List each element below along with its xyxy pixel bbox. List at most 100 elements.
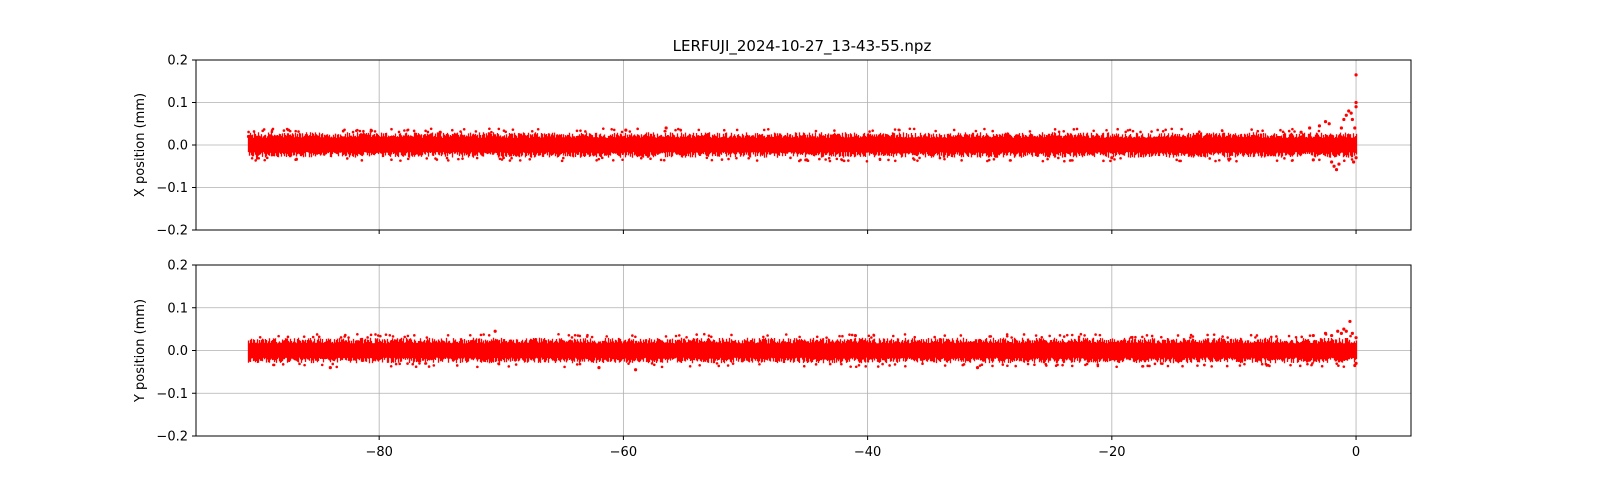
data-point <box>1308 334 1312 337</box>
data-point <box>688 364 692 368</box>
y-tick-label: 0.0 <box>167 344 188 359</box>
data-point <box>366 336 369 339</box>
data-point <box>262 128 266 131</box>
data-point <box>1208 157 1212 160</box>
data-point <box>1150 130 1153 133</box>
data-point <box>1041 159 1045 163</box>
data-point <box>1220 129 1224 132</box>
data-point <box>824 158 827 161</box>
data-point <box>1250 128 1253 131</box>
data-point <box>806 159 810 162</box>
data-point <box>384 333 388 336</box>
data-point <box>584 130 587 133</box>
data-point <box>1141 365 1144 368</box>
data-point <box>828 362 832 366</box>
data-point <box>1275 335 1278 338</box>
data-point <box>576 334 580 337</box>
data-point <box>347 336 350 339</box>
data-point <box>870 336 873 339</box>
data-point <box>1119 156 1122 160</box>
y-axis-label: X position (mm) <box>133 93 148 197</box>
data-point <box>872 333 875 337</box>
data-point <box>1034 334 1038 337</box>
data-point <box>1176 334 1180 337</box>
data-point <box>1339 331 1343 335</box>
data-point <box>612 128 616 132</box>
data-point <box>1354 105 1358 109</box>
data-point <box>331 362 335 366</box>
data-point <box>394 362 398 366</box>
data-point <box>1166 364 1170 368</box>
data-point <box>1006 364 1009 368</box>
data-point <box>1092 129 1095 133</box>
data-point <box>992 157 996 161</box>
data-point <box>418 362 421 365</box>
data-point <box>802 364 806 368</box>
data-point <box>799 158 802 162</box>
x-tick-label: −20 <box>1098 445 1125 460</box>
data-point <box>1275 159 1279 162</box>
data-point <box>849 365 852 368</box>
data-point <box>1115 365 1118 369</box>
subplot-y-position: −0.2 −0.1 0.0 0.1 0.2 −80 −60 −40 −20 0 Y position… <box>133 259 1412 460</box>
data-point <box>1249 333 1253 337</box>
data-point <box>1075 127 1079 131</box>
data-point <box>620 130 624 134</box>
data-point <box>1062 335 1066 338</box>
data-point <box>345 157 349 160</box>
data-point <box>1128 128 1132 132</box>
data-point <box>755 159 759 162</box>
data-point <box>479 333 483 337</box>
data-point <box>295 158 298 161</box>
data-point <box>720 158 724 161</box>
data-point <box>854 365 858 369</box>
data-point <box>1293 130 1296 133</box>
data-point <box>1225 364 1229 368</box>
data-point <box>850 333 854 337</box>
data-point <box>1260 362 1264 366</box>
data-point <box>1131 129 1135 133</box>
data-point <box>1210 365 1213 368</box>
data-point <box>827 156 831 160</box>
data-point <box>493 329 497 333</box>
data-point <box>1279 128 1282 132</box>
data-point <box>1189 336 1192 339</box>
data-point <box>597 366 601 370</box>
data-point <box>455 364 459 367</box>
data-point <box>717 364 721 368</box>
data-point <box>904 364 907 368</box>
data-point <box>1014 364 1018 368</box>
data-point <box>633 368 638 372</box>
data-point <box>974 129 978 133</box>
data-point <box>1212 333 1216 336</box>
data-point <box>1235 159 1238 163</box>
x-tick-label: 0 <box>1352 445 1360 460</box>
data-point <box>1311 333 1315 338</box>
data-point <box>562 156 565 160</box>
data-point <box>414 365 418 369</box>
data-point <box>878 157 882 161</box>
data-point <box>1318 158 1321 162</box>
data-point <box>1299 130 1303 134</box>
data-point <box>446 159 450 162</box>
data-point <box>1306 362 1309 366</box>
data-point <box>362 129 365 133</box>
data-point <box>611 158 615 162</box>
data-point <box>876 365 880 368</box>
data-point <box>315 333 319 336</box>
data-point <box>575 363 579 366</box>
data-point <box>1181 364 1184 368</box>
data-point <box>913 335 917 339</box>
data-point <box>1342 159 1346 163</box>
data-point <box>921 362 924 366</box>
data-point <box>912 127 916 131</box>
data-point <box>840 158 843 161</box>
data-point <box>504 130 508 134</box>
data-point <box>1206 333 1209 337</box>
data-point <box>1005 333 1009 336</box>
data-point <box>735 156 738 160</box>
data-point <box>374 333 377 336</box>
data-point <box>406 157 410 161</box>
data-point <box>1317 129 1321 133</box>
data-point <box>1311 158 1315 162</box>
